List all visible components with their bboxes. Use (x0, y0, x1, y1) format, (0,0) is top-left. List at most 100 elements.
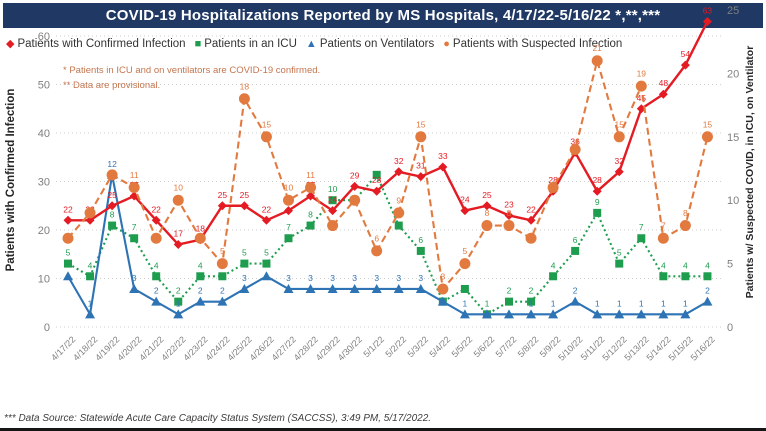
diamond-data-point-marker (680, 60, 690, 70)
data-label: 9 (396, 195, 401, 205)
square-data-point-marker (703, 272, 712, 281)
diamond-data-point-marker (306, 191, 316, 201)
circle-legend-icon: ● (443, 37, 450, 50)
circle-data-point-marker (503, 220, 515, 232)
data-label: 4 (705, 260, 710, 270)
circle-data-point-marker (415, 131, 427, 143)
legend-label: Patients with Confirmed Infection (17, 38, 186, 50)
square-data-point-marker (152, 272, 161, 281)
data-label: 48 (659, 78, 669, 88)
series-line (67, 56, 709, 292)
circle-data-point-marker (635, 80, 647, 92)
square-data-point-marker (659, 272, 668, 281)
x-axis-date-label: 5/1/22 (361, 334, 386, 359)
data-label: 25 (482, 190, 492, 200)
data-label: 1 (529, 298, 534, 308)
square-legend-icon: ■ (194, 37, 202, 50)
data-label: 45 (637, 93, 647, 103)
circle-data-point-marker (393, 207, 405, 219)
square-data-point-marker (108, 221, 117, 230)
right-axis-tick-label: 20 (727, 68, 739, 80)
triangle-data-point-marker (393, 283, 404, 293)
square-data-point-marker (86, 272, 95, 281)
data-label: 24 (460, 195, 470, 205)
circle-data-point-marker (238, 93, 250, 105)
x-axis-date-label: 5/16/22 (689, 334, 717, 362)
data-label: 5 (264, 248, 269, 258)
legend: ◆ Patients with Confirmed Infection ■ Patie… (6, 33, 764, 55)
circle-data-point-marker (657, 232, 669, 244)
data-label: 29 (350, 170, 360, 180)
circle-data-point-marker (305, 182, 317, 194)
square-data-point-marker (196, 272, 205, 281)
data-label: 3 (396, 273, 401, 283)
data-label: 6 (418, 235, 423, 245)
square-data-point-marker (174, 297, 183, 306)
triangle-data-point-marker (151, 296, 162, 306)
diamond-data-point-marker (107, 201, 117, 211)
diamond-data-point-marker (394, 167, 404, 177)
data-label: 31 (416, 161, 426, 171)
data-label: 7 (132, 222, 137, 232)
data-label: 1 (88, 298, 93, 308)
diamond-data-point-marker (284, 206, 293, 216)
data-label: 12 (107, 159, 117, 169)
data-label: 32 (394, 156, 404, 166)
x-axis-date-label: 5/10/22 (556, 334, 584, 362)
data-label: 22 (151, 204, 161, 214)
triangle-data-point-marker (636, 309, 647, 319)
x-axis-date-label: 5/7/22 (494, 334, 519, 359)
data-label: 24 (328, 195, 338, 205)
data-label: 11 (306, 170, 315, 180)
x-axis-date-label: 4/30/22 (336, 334, 364, 362)
left-axis-tick-label: 30 (38, 177, 50, 189)
data-label: 3 (308, 273, 313, 283)
square-data-point-marker (637, 234, 646, 243)
triangle-data-point-marker (680, 309, 691, 319)
legend-label: Patients with Suspected Infection (452, 38, 623, 50)
right-axis-title: Patients w/ Suspected COVID, in ICU, on … (744, 46, 756, 299)
series-circle: 11 10 5 18 15 10 11 6 9 15 3 5 8 8 21 15 19 7 8 15 (62, 43, 713, 295)
left-axis-tick-label: 50 (38, 80, 50, 92)
data-label: 1 (463, 298, 468, 308)
data-label: 5 (242, 248, 247, 258)
diamond-data-point-marker (173, 240, 183, 250)
data-label: 2 (573, 286, 578, 296)
data-label: 17 (174, 229, 184, 239)
data-label: 4 (88, 260, 93, 270)
triangle-legend-icon: ▲ (305, 37, 317, 50)
diamond-data-point-marker (460, 206, 470, 216)
circle-data-point-marker (613, 131, 625, 143)
data-label: 3 (242, 273, 247, 283)
triangle-data-point-marker (658, 309, 669, 319)
triangle-data-point-marker (129, 283, 140, 293)
data-label: 18 (240, 81, 250, 91)
triangle-data-point-marker (371, 283, 382, 293)
triangle-data-point-marker (570, 296, 581, 306)
data-label: 54 (681, 49, 691, 59)
diamond-data-point-marker (592, 186, 602, 196)
diamond-data-point-marker (372, 186, 382, 196)
axis-titles: Patients with Confirmed Infection Patient… (5, 46, 756, 299)
circle-data-point-marker (371, 245, 383, 257)
diamond-data-point-marker (63, 215, 73, 225)
left-axis-tick-label: 20 (38, 225, 50, 237)
data-label: 3 (286, 273, 291, 283)
data-label: 1 (617, 298, 622, 308)
diamond-data-point-marker (85, 215, 95, 225)
triangle-data-point-marker (327, 283, 338, 293)
square-data-point-marker (328, 196, 337, 205)
x-axis-date-label: 5/8/22 (516, 334, 541, 359)
triangle-data-point-marker (85, 309, 96, 319)
circle-data-point-marker (547, 182, 559, 194)
square-data-point-marker (64, 259, 72, 268)
square-data-point-marker (416, 246, 425, 255)
diamond-data-point-marker (702, 16, 712, 26)
square-data-point-marker (460, 284, 469, 293)
data-label: 8 (110, 210, 115, 220)
circle-data-point-marker (349, 194, 361, 206)
left-axis-tick-label: 10 (38, 274, 50, 286)
triangle-data-point-marker (305, 283, 316, 293)
triangle-data-point-marker (415, 283, 426, 293)
